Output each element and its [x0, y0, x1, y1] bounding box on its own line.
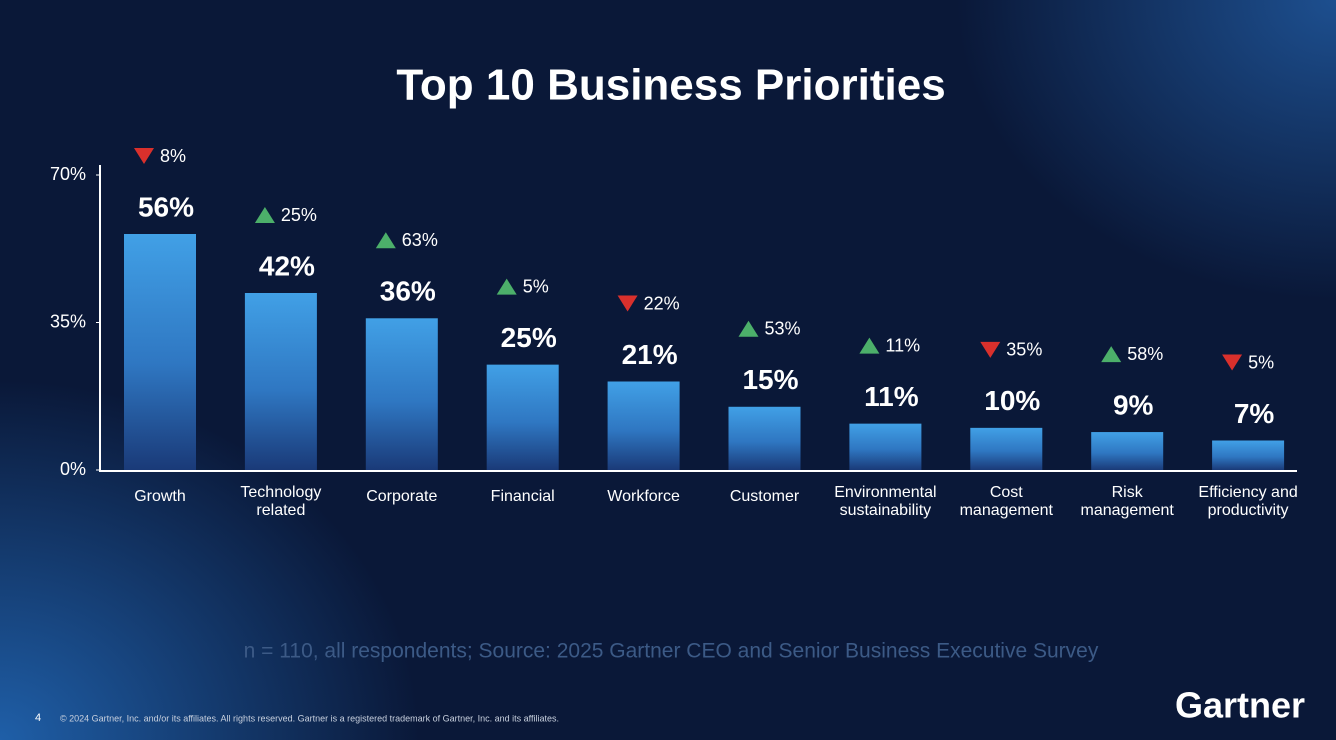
value-label: 56%: [138, 191, 194, 222]
bar: [607, 381, 680, 470]
change-arrow: [859, 337, 880, 354]
x-tick-label: Corporate: [366, 488, 438, 505]
x-tick-label: Cost management: [959, 484, 1053, 519]
bar: [1212, 440, 1285, 470]
change-label: 35%: [1006, 340, 1042, 360]
x-tick-label: Environmental sustainability: [834, 484, 937, 519]
change-arrow: [254, 207, 275, 223]
bar: [970, 427, 1043, 470]
x-tick-label: Efficiency and productivity: [1198, 484, 1298, 519]
y-tick-label: 70%: [50, 164, 86, 184]
change-arrow: [980, 341, 1001, 358]
change-label: 63%: [402, 230, 438, 250]
change-arrow: [1101, 346, 1122, 363]
value-label: 10%: [984, 385, 1040, 416]
bar: [1091, 432, 1164, 470]
x-tick-label: Growth: [134, 488, 186, 505]
change-label: 25%: [281, 205, 317, 225]
x-tick-label: Financial: [490, 488, 555, 505]
y-tick-label: 0%: [60, 459, 86, 479]
change-arrow: [496, 278, 517, 295]
change-arrow: [375, 232, 396, 249]
bar: [365, 318, 438, 470]
value-label: 15%: [742, 364, 798, 395]
change-label: 5%: [523, 276, 549, 296]
value-label: 11%: [864, 381, 919, 412]
bar: [244, 293, 317, 470]
change-label: 22%: [644, 293, 680, 313]
change-label: 5%: [1248, 352, 1274, 372]
change-arrow: [134, 148, 154, 164]
change-label: 11%: [885, 335, 920, 355]
bar: [728, 406, 801, 470]
x-tick-label: Technology related: [240, 484, 322, 519]
change-label: 53%: [765, 319, 801, 339]
value-label: 21%: [622, 339, 678, 370]
bar: [486, 364, 559, 470]
x-tick-label: Workforce: [607, 488, 680, 505]
value-label: 36%: [380, 276, 436, 307]
change-label: 8%: [160, 146, 186, 166]
x-tick-label: Customer: [729, 488, 800, 505]
value-label: 9%: [1113, 389, 1154, 420]
logo: Gartner: [1175, 685, 1305, 726]
y-tick-label: 35%: [50, 311, 86, 331]
bar: [124, 234, 196, 470]
change-arrow: [738, 320, 759, 337]
value-label: 7%: [1234, 398, 1275, 429]
copyright: © 2024 Gartner, Inc. and/or its affiliat…: [60, 713, 559, 723]
bar: [849, 423, 922, 470]
change-label: 58%: [1127, 344, 1163, 364]
page-number: 4: [35, 712, 41, 724]
change-arrow: [1222, 354, 1243, 371]
value-label: 42%: [259, 250, 315, 281]
change-arrow: [617, 295, 638, 312]
x-tick-label: Risk management: [1080, 484, 1174, 519]
value-label: 25%: [501, 322, 557, 353]
source-note: n = 110, all respondents; Source: 2025 G…: [244, 640, 1099, 663]
chart-title: Top 10 Business Priorities: [396, 61, 945, 110]
